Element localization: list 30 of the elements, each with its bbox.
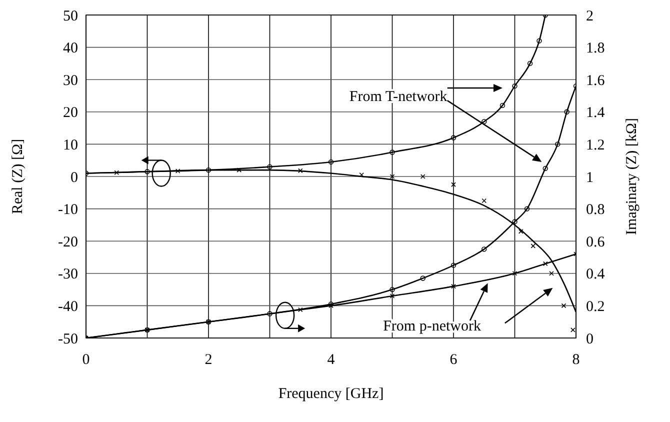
y-tick-label: 30 (63, 72, 78, 89)
y2-tick-label: 1.8 (586, 40, 605, 57)
y-tick-label: 10 (63, 137, 78, 154)
y2-tick-label: 0.2 (586, 298, 605, 315)
y-axis-title: Real (Z) [Ω] (10, 138, 26, 214)
x-axis-title: Frequency [GHz] (278, 386, 384, 402)
y2-tick-label: 2 (586, 8, 594, 24)
y-tick-label: 40 (63, 40, 78, 57)
x-tick-label: 6 (450, 352, 458, 368)
y2-axis-title: Imaginary (Z) [kΩ] (624, 118, 640, 235)
x-tick-label: 8 (572, 352, 580, 368)
x-tick-label: 4 (327, 352, 336, 368)
y-tick-label: -50 (58, 331, 78, 348)
y-tick-label: 50 (63, 8, 78, 24)
x-tick-label: 0 (82, 352, 90, 368)
y2-tick-label: 0.4 (586, 266, 606, 283)
y2-tick-label: 0.6 (586, 234, 606, 250)
y-tick-label: 20 (63, 105, 78, 122)
y-tick-label: 0 (70, 170, 78, 186)
y-tick-label: -20 (58, 234, 78, 250)
y2-tick-label: 1.2 (586, 137, 605, 154)
y-tick-label: -10 (58, 202, 78, 218)
y-tick-label: -30 (58, 266, 78, 283)
y2-tick-label: 1 (586, 170, 594, 186)
y2-tick-label: 1.6 (586, 72, 606, 89)
y2-tick-label: 0.8 (586, 202, 605, 218)
x-tick-label: 2 (204, 352, 212, 368)
y2-tick-label: 1.4 (586, 105, 606, 122)
y-tick-label: -40 (58, 298, 78, 315)
y2-tick-label: 0 (586, 331, 594, 348)
